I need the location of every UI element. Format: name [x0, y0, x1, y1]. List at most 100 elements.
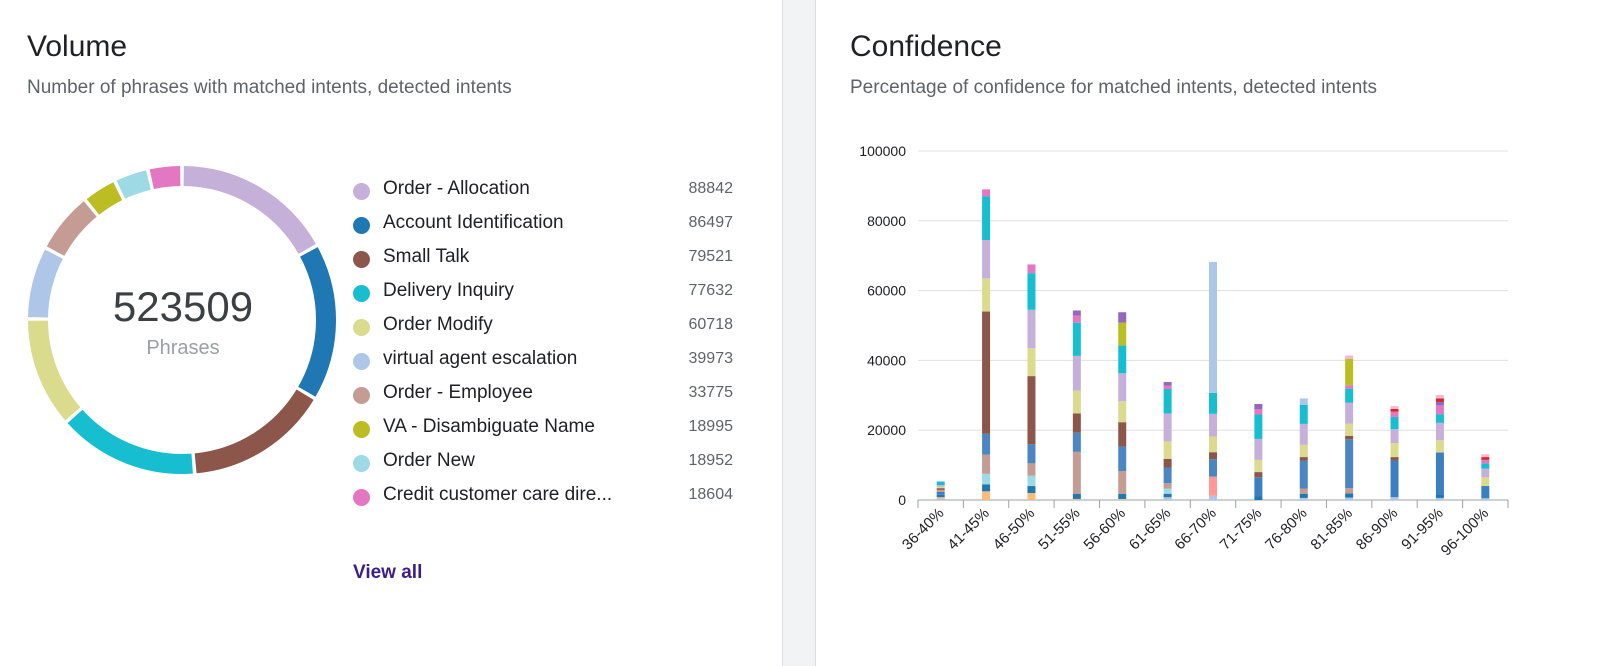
bar-segment[interactable] — [936, 481, 945, 485]
bar-segment[interactable] — [1254, 414, 1263, 439]
bar-segment[interactable] — [1435, 494, 1444, 498]
bar-segment[interactable] — [1435, 398, 1444, 402]
bar-segment[interactable] — [1345, 435, 1354, 440]
bar-segment[interactable] — [1209, 452, 1217, 460]
bar-segment[interactable] — [1435, 497, 1444, 500]
bar-segment[interactable] — [1390, 497, 1399, 500]
bar-segment[interactable] — [1163, 385, 1172, 390]
bar-segment[interactable] — [1435, 452, 1444, 495]
bar-segment[interactable] — [1072, 493, 1081, 499]
bar-segment[interactable] — [982, 484, 991, 492]
legend-item[interactable]: Small Talk 79521 — [353, 246, 733, 280]
bar-segment[interactable] — [1435, 414, 1444, 423]
bar-segment[interactable] — [1209, 476, 1217, 496]
bar-segment[interactable] — [982, 433, 991, 455]
bar-segment[interactable] — [1299, 460, 1308, 489]
bar-segment[interactable] — [1163, 441, 1172, 459]
bar-segment[interactable] — [1163, 483, 1172, 489]
bar-segment[interactable] — [1390, 408, 1399, 412]
bar-segment[interactable] — [1072, 315, 1081, 323]
bar-segment[interactable] — [982, 278, 991, 312]
bar-segment[interactable] — [1481, 457, 1490, 460]
legend-item[interactable]: Order - Employee 33775 — [353, 382, 733, 416]
bar-segment[interactable] — [1299, 488, 1308, 494]
bar-segment[interactable] — [1027, 264, 1036, 274]
bar-segment[interactable] — [1118, 422, 1127, 447]
bar-segment[interactable] — [936, 497, 945, 499]
bar-segment[interactable] — [1027, 376, 1036, 445]
bar-segment[interactable] — [1118, 322, 1127, 346]
bar-segment[interactable] — [1299, 457, 1308, 461]
bar-segment[interactable] — [982, 473, 991, 485]
bar-segment[interactable] — [1435, 394, 1444, 399]
bar-segment[interactable] — [1390, 443, 1399, 458]
bar-segment[interactable] — [1209, 392, 1217, 414]
bar-segment[interactable] — [1027, 463, 1036, 476]
bar-segment[interactable] — [1254, 459, 1263, 473]
bar-segment[interactable] — [1027, 348, 1036, 377]
bar-segment[interactable] — [936, 488, 945, 490]
bar-segment[interactable] — [1118, 401, 1127, 423]
bar-segment[interactable] — [1390, 457, 1399, 461]
bar-segment[interactable] — [982, 454, 991, 474]
legend-item[interactable]: Credit customer care dire... 18604 — [353, 484, 733, 518]
donut-slice-8[interactable] — [116, 170, 151, 199]
bar-segment[interactable] — [1209, 495, 1217, 500]
bar-segment[interactable] — [936, 489, 945, 492]
bar-segment[interactable] — [982, 491, 991, 500]
bar-segment[interactable] — [1209, 436, 1217, 453]
bar-segment[interactable] — [1209, 261, 1217, 393]
bar-segment[interactable] — [1299, 493, 1308, 498]
bar-segment[interactable] — [1481, 498, 1490, 500]
bar-segment[interactable] — [1163, 389, 1172, 414]
bar-segment[interactable] — [982, 189, 991, 197]
donut-slice-9[interactable] — [149, 166, 181, 190]
bar-segment[interactable] — [936, 498, 945, 500]
legend-item[interactable]: Order New 18952 — [353, 450, 733, 484]
bar-segment[interactable] — [1435, 405, 1444, 415]
bar-segment[interactable] — [1072, 355, 1081, 391]
bar-segment[interactable] — [1072, 390, 1081, 414]
bar-segment[interactable] — [1163, 458, 1172, 468]
bar-segment[interactable] — [1345, 423, 1354, 436]
legend-item[interactable]: virtual agent escalation 39973 — [353, 348, 733, 382]
donut-slice-0[interactable] — [183, 166, 316, 254]
bar-segment[interactable] — [1345, 388, 1354, 403]
bar-segment[interactable] — [1027, 475, 1036, 487]
bar-segment[interactable] — [1345, 493, 1354, 498]
bar-segment[interactable] — [1481, 468, 1490, 478]
bar-segment[interactable] — [1072, 322, 1081, 356]
bar-segment[interactable] — [1435, 401, 1444, 406]
bar-segment[interactable] — [1345, 355, 1354, 360]
legend-item[interactable]: Order - Allocation 88842 — [353, 178, 733, 212]
bar-segment[interactable] — [1118, 446, 1127, 472]
bar-segment[interactable] — [1209, 413, 1217, 437]
bar-segment[interactable] — [1118, 345, 1127, 374]
bar-segment[interactable] — [1163, 488, 1172, 494]
bar-segment[interactable] — [1254, 409, 1263, 415]
legend-item[interactable]: Order Modify 60718 — [353, 314, 733, 348]
bar-segment[interactable] — [1299, 444, 1308, 458]
bar-segment[interactable] — [1163, 413, 1172, 442]
bar-segment[interactable] — [1118, 498, 1127, 500]
bar-segment[interactable] — [1163, 497, 1172, 500]
bar-segment[interactable] — [1118, 373, 1127, 402]
bar-segment[interactable] — [1299, 404, 1308, 424]
donut-slice-2[interactable] — [194, 389, 314, 474]
bar-segment[interactable] — [1481, 486, 1490, 499]
bar-segment[interactable] — [1435, 422, 1444, 441]
bar-segment[interactable] — [936, 494, 945, 498]
bar-segment[interactable] — [1254, 472, 1263, 478]
bar-segment[interactable] — [982, 196, 991, 240]
bar-segment[interactable] — [1027, 309, 1036, 349]
donut-slice-6[interactable] — [46, 201, 97, 257]
bar-segment[interactable] — [1072, 413, 1081, 433]
bar-segment[interactable] — [1118, 471, 1127, 494]
bar-segment[interactable] — [1072, 432, 1081, 452]
donut-slice-1[interactable] — [298, 247, 336, 397]
bar-segment[interactable] — [1345, 359, 1354, 386]
bar-segment[interactable] — [1163, 493, 1172, 498]
bar-segment[interactable] — [1345, 488, 1354, 494]
bar-segment[interactable] — [1390, 406, 1399, 409]
bar-segment[interactable] — [1027, 444, 1036, 464]
